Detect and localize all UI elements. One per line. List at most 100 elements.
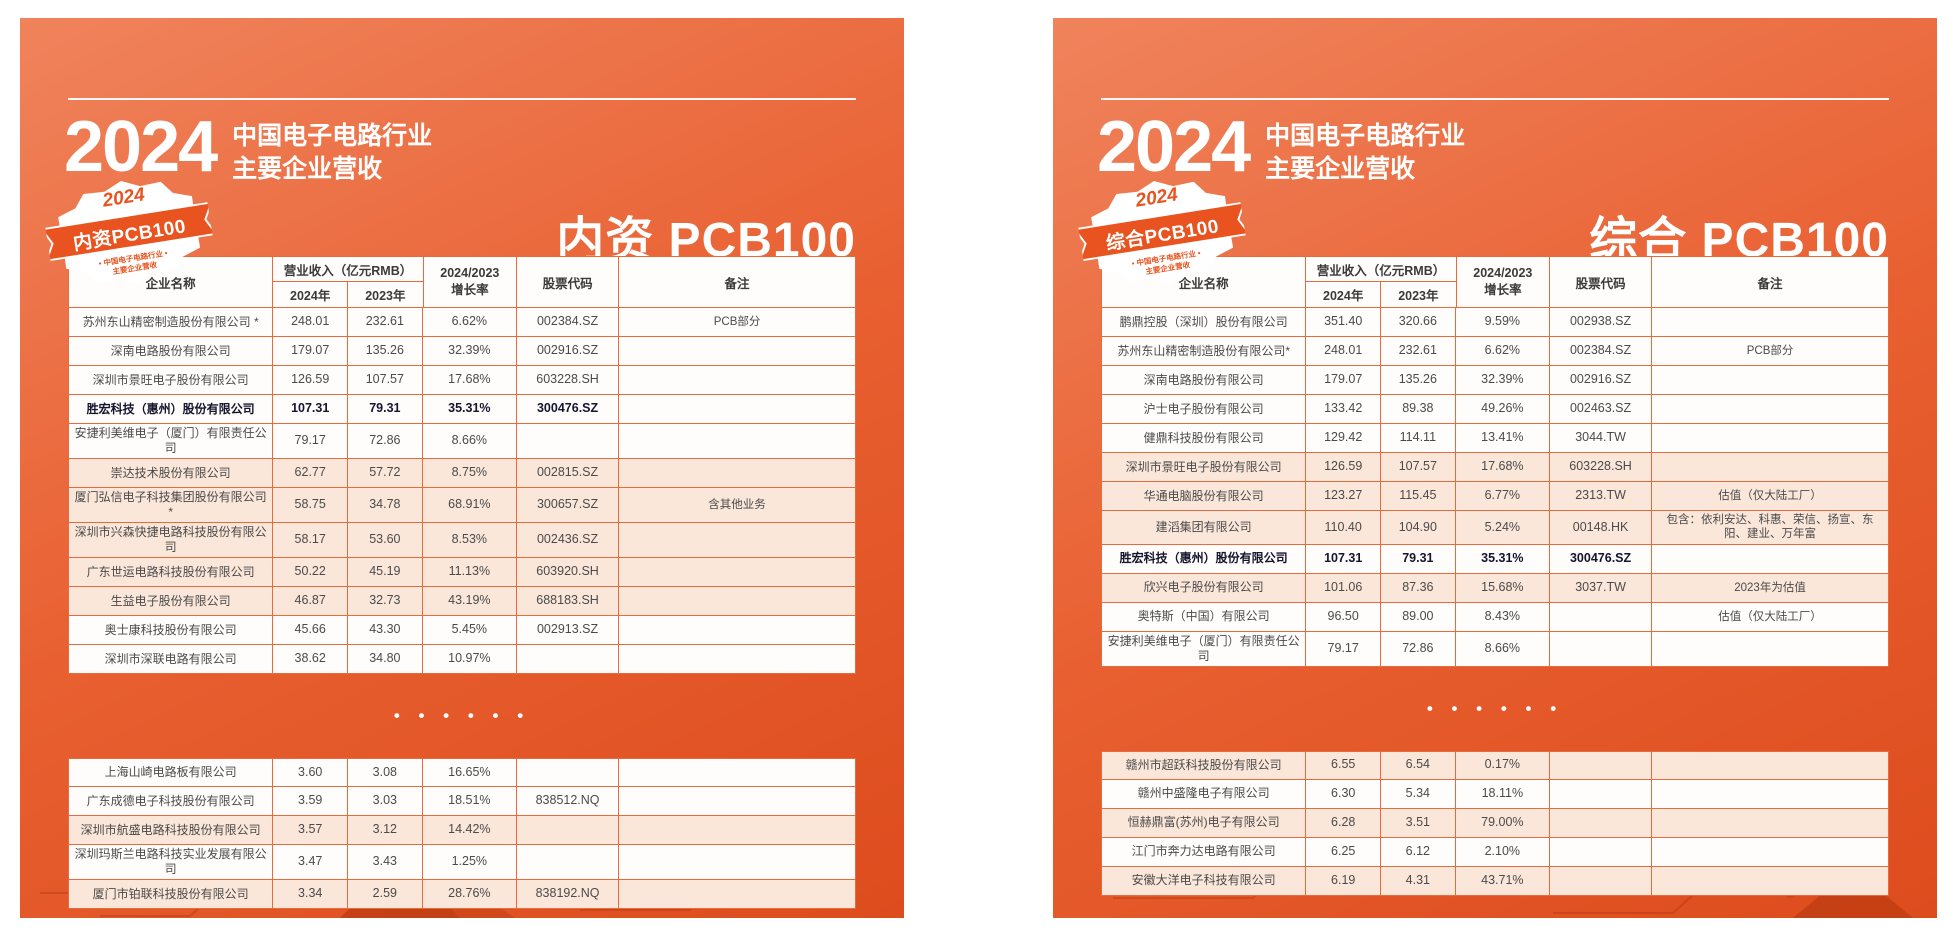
growth-rate: 13.41% [1456, 424, 1550, 452]
table-row: 赣州中盛隆电子有限公司 6.30 5.34 18.11% [1101, 779, 1889, 809]
revenue-2024: 3.59 [273, 787, 349, 815]
revenue-table: 企业名称 营业收入（亿元RMB） 2024年 2023年 2024/2023 增… [1101, 256, 1889, 896]
revenue-2024: 126.59 [1306, 453, 1382, 481]
revenue-2023: 3.03 [348, 787, 423, 815]
company-name: 奥特斯（中国）有限公司 [1102, 602, 1307, 631]
company-name: 厦门市铂联科技股份有限公司 [69, 880, 274, 908]
revenue-2024: 110.40 [1306, 511, 1382, 544]
revenue-2023: 320.66 [1381, 308, 1456, 336]
revenue-2023: 89.00 [1381, 602, 1456, 631]
header-growth: 2024/2023 增长率 [422, 257, 517, 307]
note [1652, 838, 1888, 866]
header-2024: 2024年 [273, 282, 349, 307]
growth-rate: 15.68% [1456, 573, 1550, 602]
table-row: 胜宏科技（惠州）股份有限公司 107.31 79.31 35.31% 300476.SZ [1101, 544, 1889, 574]
stock-code: 603228.SH [517, 366, 620, 394]
table-row: 苏州东山精密制造股份有限公司* 248.01 232.61 6.62% 002384.S… [1101, 337, 1889, 366]
revenue-2024: 107.31 [1306, 544, 1382, 573]
table-row: 欣兴电子股份有限公司 101.06 87.36 15.68% 3037.TW 2023年为… [1101, 573, 1889, 603]
revenue-2024: 126.59 [273, 366, 349, 394]
revenue-2023: 135.26 [1381, 366, 1456, 394]
revenue-2024: 179.07 [1306, 366, 1382, 394]
table-top-rows: 鹏鼎控股（深圳）股份有限公司 351.40 320.66 9.59% 002938.SZ… [1101, 308, 1889, 667]
note [619, 616, 855, 644]
revenue-2023: 3.12 [348, 816, 423, 844]
growth-rate: 8.66% [423, 424, 517, 458]
note: 2023年为估值 [1734, 581, 1806, 594]
stock-code [1550, 808, 1653, 837]
page-title: 2024 中国电子电路行业 主要企业营收 [1097, 111, 1465, 185]
company-name: 奥士康科技股份有限公司 [69, 616, 274, 644]
note [619, 845, 855, 879]
note: PCB部分 [1746, 344, 1794, 357]
table-row: 恒赫鼎富(苏州)电子有限公司 6.28 3.51 79.00% [1101, 808, 1889, 838]
company-name: 安捷利美维电子（厦门）有限责任公司 [1102, 631, 1307, 666]
growth-rate: 32.39% [1456, 366, 1550, 394]
growth-rate: 17.68% [1456, 453, 1550, 481]
company-name: 苏州东山精密制造股份有限公司* [1102, 337, 1307, 365]
header-company: 企业名称 [69, 257, 274, 307]
revenue-2024: 38.62 [273, 645, 349, 673]
header-note: 备注 [724, 276, 750, 291]
stock-code [1550, 631, 1653, 666]
revenue-2023: 34.80 [348, 645, 423, 673]
revenue-2023: 72.86 [1381, 631, 1456, 666]
stock-code: 002815.SZ [517, 459, 620, 487]
growth-rate: 8.66% [1456, 631, 1550, 666]
stock-code: 300476.SZ [1550, 544, 1653, 573]
growth-rate: 8.75% [423, 459, 517, 487]
revenue-2024: 3.60 [273, 759, 349, 786]
stock-code: 603228.SH [1550, 453, 1653, 481]
revenue-2023: 32.73 [348, 587, 423, 615]
revenue-2023: 45.19 [348, 558, 423, 586]
company-name: 深南电路股份有限公司 [69, 337, 274, 365]
stock-code: 002938.SZ [1550, 308, 1653, 336]
growth-rate: 1.25% [423, 845, 517, 879]
top-divider [1101, 98, 1889, 100]
table-row: 鹏鼎控股（深圳）股份有限公司 351.40 320.66 9.59% 002938.SZ [1101, 308, 1889, 337]
revenue-2024: 129.42 [1306, 424, 1382, 452]
note [619, 816, 855, 844]
table-row: 安捷利美维电子（厦门）有限责任公司 79.17 72.86 8.66% [68, 424, 856, 459]
revenue-2023: 3.51 [1381, 808, 1456, 837]
revenue-2023: 5.34 [1381, 779, 1456, 808]
company-name: 生益电子股份有限公司 [69, 587, 274, 615]
revenue-2023: 3.08 [348, 759, 423, 786]
title-subtitle: 中国电子电路行业 主要企业营收 [1265, 120, 1465, 185]
company-name: 华通电脑股份有限公司 [1102, 482, 1307, 510]
growth-rate: 6.62% [1456, 337, 1550, 365]
revenue-2023: 3.43 [348, 845, 423, 879]
header-revenue-group: 营业收入（亿元RMB） [1306, 257, 1456, 282]
table-row: 深圳玛斯兰电路科技实业发展有限公司 3.47 3.43 1.25% [68, 845, 856, 880]
note [619, 759, 855, 786]
note [1652, 545, 1888, 573]
growth-rate: 17.68% [423, 366, 517, 394]
revenue-2024: 6.28 [1306, 808, 1382, 837]
growth-rate: 0.17% [1456, 751, 1550, 779]
table-row: 奥士康科技股份有限公司 45.66 43.30 5.45% 002913.SZ [68, 616, 856, 645]
table-header: 企业名称 营业收入（亿元RMB） 2024年 2023年 2024/2023 增… [68, 256, 856, 308]
revenue-2024: 248.01 [273, 308, 349, 336]
header-note: 备注 [1757, 276, 1783, 291]
company-name: 深南电路股份有限公司 [1102, 366, 1307, 394]
revenue-2024: 58.75 [273, 488, 349, 522]
revenue-2024: 101.06 [1306, 573, 1382, 602]
revenue-2023: 87.36 [1381, 573, 1456, 602]
stock-code: 002916.SZ [517, 337, 620, 365]
revenue-2023: 107.57 [348, 366, 423, 394]
note [619, 787, 855, 815]
note: 估值（仅大陆工厂） [1718, 610, 1822, 623]
note [619, 366, 855, 394]
growth-rate: 79.00% [1456, 808, 1550, 837]
company-name: 深圳市景旺电子股份有限公司 [69, 366, 274, 394]
company-name: 深圳玛斯兰电路科技实业发展有限公司 [69, 845, 274, 879]
note [1652, 632, 1888, 666]
revenue-2024: 46.87 [273, 587, 349, 615]
revenue-2024: 6.30 [1306, 779, 1382, 808]
company-name: 深圳市景旺电子股份有限公司 [1102, 453, 1307, 481]
note: 估值（仅大陆工厂） [1718, 489, 1822, 502]
company-name: 沪士电子股份有限公司 [1102, 395, 1307, 423]
revenue-2023: 6.54 [1381, 751, 1456, 779]
header-stock-code: 股票代码 [1550, 257, 1653, 307]
header-growth-line2: 增长率 [451, 283, 489, 297]
